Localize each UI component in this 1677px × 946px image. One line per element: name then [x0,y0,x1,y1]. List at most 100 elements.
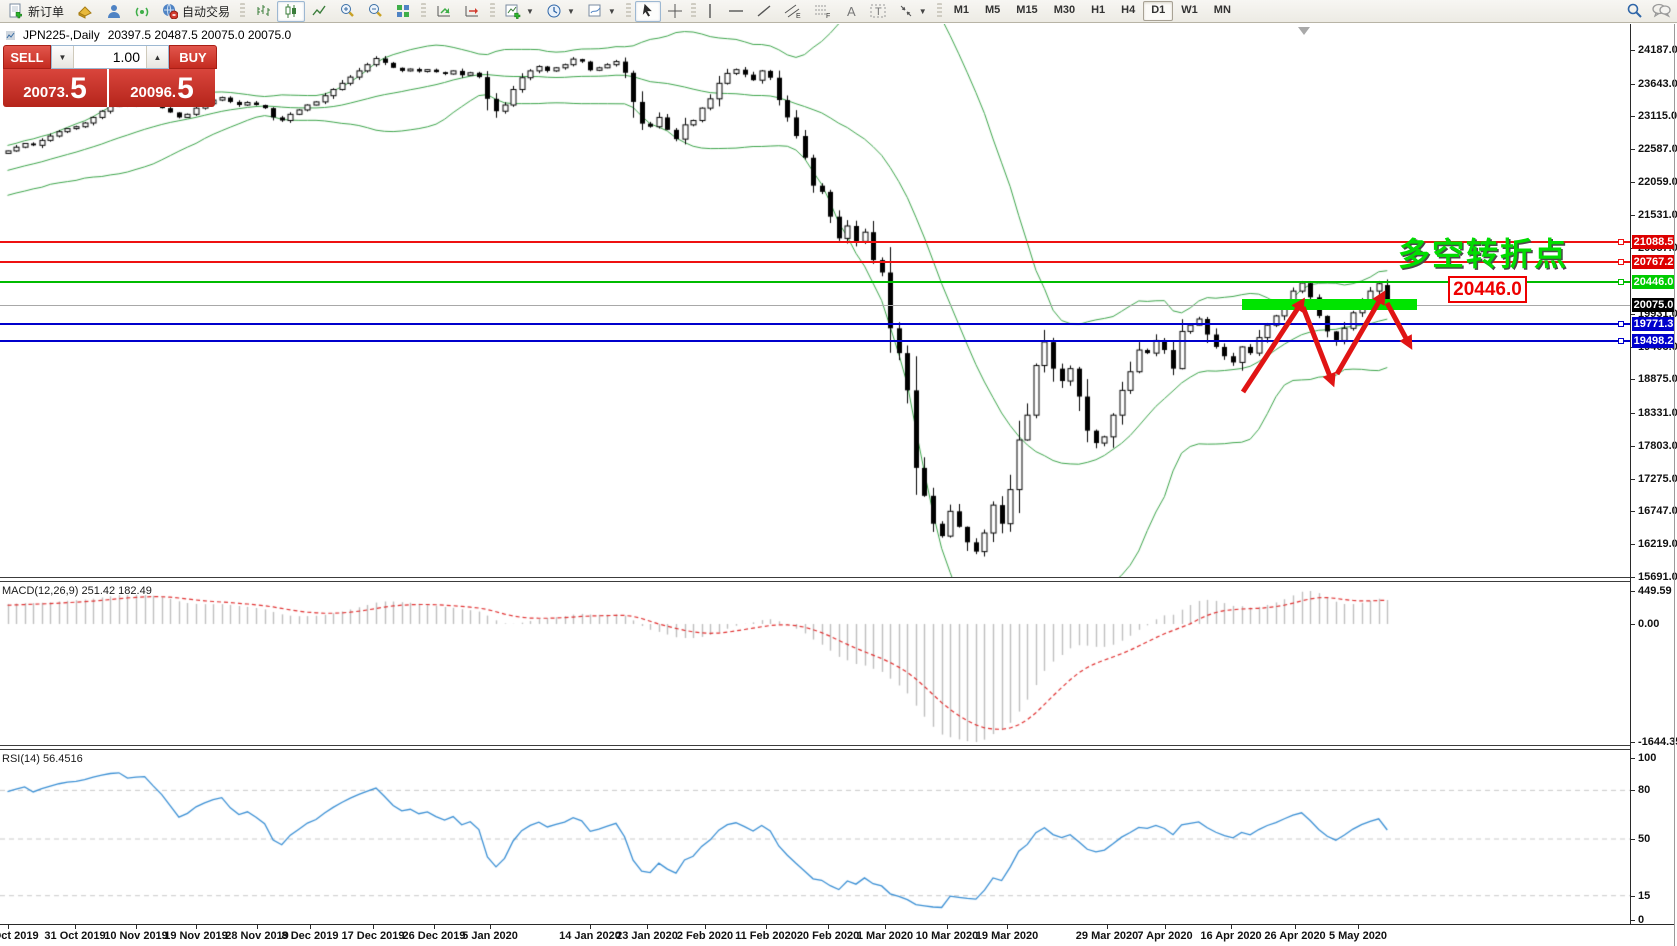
timeframe-button-h1[interactable]: H1 [1091,4,1106,16]
date-tick-label: 23 Jan 2020 [616,930,678,942]
dropdown-arrow-icon: ▼ [566,6,575,16]
timeframe-button-m15[interactable]: M15 [1016,4,1038,16]
date-tick-mark [705,925,706,929]
metaeditor-button[interactable] [70,1,100,22]
timeframe-button-mn[interactable]: MN [1213,4,1231,16]
price-axis[interactable]: 24187.0 23643.0 23115.0 22587.0 22059.0 21531… [1630,24,1677,926]
chat-icon[interactable] [1651,2,1671,21]
price-callout-label[interactable]: 20446.0 [1448,276,1527,303]
timeframe-button-h4[interactable]: H4 [1121,4,1136,16]
macd-panel-divider[interactable] [0,577,1674,582]
price-tick-label: 15691.0 [1638,571,1677,583]
rsi-tick-mark [1631,839,1635,840]
arrows-icon [900,5,912,17]
timeframe-button-m5[interactable]: M5 [985,4,1001,16]
templates-button[interactable]: ▼ [581,1,622,22]
text-tool-button[interactable]: A [838,1,864,22]
template-icon [588,4,601,17]
signals-button[interactable] [128,1,156,22]
channel-tool-button[interactable]: E [778,1,808,22]
chart-shift-marker[interactable] [1298,27,1310,35]
date-tick-mark [1358,925,1359,929]
toolbar-handle[interactable] [690,3,696,19]
timeframe-toolbar: M1 M5 M15 M30 H1 H4 D1 W1 MN [944,0,1241,23]
date-tick-mark [885,925,886,929]
level-line-19498.2[interactable] [0,339,1630,342]
toolbar-handle[interactable] [240,3,246,19]
community-button[interactable] [100,1,128,22]
line-anchor-marker[interactable] [1618,279,1624,286]
line-chart-icon [312,5,326,16]
zoom-in-button[interactable] [333,1,361,22]
arrows-tool-button[interactable]: ▼ [892,1,933,22]
timeframe-button-w1[interactable]: W1 [1181,4,1198,16]
community-person-icon [106,3,122,19]
price-tick-mark [1631,511,1635,513]
toolbar-handle[interactable] [490,3,496,19]
volume-decrease-button[interactable]: ▼ [52,46,74,68]
candlestick-chart-button[interactable] [277,0,306,22]
periods-button[interactable]: ▼ [540,1,581,22]
line-anchor-marker[interactable] [1618,239,1624,246]
rsi-panel-divider[interactable] [0,745,1674,750]
date-tick-mark [8,925,9,929]
volume-increase-button[interactable]: ▲ [146,46,168,68]
rsi-panel-chart[interactable] [0,750,1630,924]
line-anchor-marker[interactable] [1618,320,1624,327]
line-anchor-marker[interactable] [1618,259,1624,266]
timeframe-button-d1[interactable]: D1 [1143,1,1174,21]
level-line-20767.2[interactable] [0,261,1630,264]
tile-windows-button[interactable] [389,1,417,22]
macd-tick-mark [1631,591,1635,592]
zoom-out-button[interactable] [361,1,389,22]
text-label-tool-button[interactable]: T [864,1,892,22]
bar-chart-button[interactable] [249,1,277,22]
toolbar-handle[interactable] [936,3,942,19]
price-badge-19771.3: 19771.3 [1632,316,1675,331]
macd-tick-mark [1631,742,1635,743]
price-tick-label: 22587.0 [1638,143,1677,156]
auto-scroll-icon [437,6,451,17]
indicators-button[interactable]: ▼ [499,1,540,22]
dropdown-arrow-icon: ▼ [526,6,534,16]
fibonacci-tool-button[interactable]: F [808,1,838,22]
auto-scroll-button[interactable] [430,1,458,22]
buy-price-panel[interactable]: 20096. 5 [109,69,215,107]
toolbar-handle[interactable] [421,3,427,19]
line-anchor-marker[interactable] [1618,337,1624,344]
autotrading-icon [162,3,179,19]
timeframe-button-m30[interactable]: M30 [1053,4,1076,16]
chart-symbol-period: JPN225-,Daily [23,28,100,42]
price-tick-label: 21531.0 [1638,208,1677,221]
level-line-19771.3[interactable] [0,322,1630,325]
sell-button[interactable]: SELL [3,45,51,69]
level-line-20446.0[interactable] [0,281,1630,284]
crosshair-tool-button[interactable] [661,1,689,22]
macd-panel-chart[interactable] [0,582,1630,745]
date-tick-mark [947,925,948,929]
resistance-bar-segment[interactable] [1242,299,1417,310]
autotrading-button[interactable]: 自动交易 [156,1,236,22]
candlestick-chart-icon [285,4,297,18]
sell-price-panel[interactable]: 20073. 5 [3,69,109,107]
turning-point-annotation[interactable]: 多空转折点 [1398,236,1569,272]
trendline-tool-button[interactable] [750,1,778,22]
date-tick-label: 22 Oct 2019 [0,930,39,942]
cursor-tool-button[interactable] [634,0,661,22]
chart-shift-button[interactable] [458,1,486,22]
horizontal-line-tool-button[interactable] [722,1,750,22]
date-tick-mark [1165,925,1166,929]
search-icon[interactable] [1626,2,1643,22]
buy-price-fraction: 5 [177,72,194,105]
new-order-button[interactable]: 新订单 [2,1,70,22]
rsi-indicator-label: RSI(14) 56.4516 [2,753,83,765]
toolbar-handle[interactable] [625,3,631,19]
buy-button[interactable]: BUY [169,45,217,69]
line-chart-button[interactable] [305,1,333,22]
volume-value[interactable]: 1.00 [112,49,140,65]
level-line-21088.5[interactable] [0,241,1630,244]
timeframe-button-m1[interactable]: M1 [953,4,969,16]
vertical-line-tool-button[interactable] [698,1,722,22]
rsi-tick-mark [1631,895,1635,897]
